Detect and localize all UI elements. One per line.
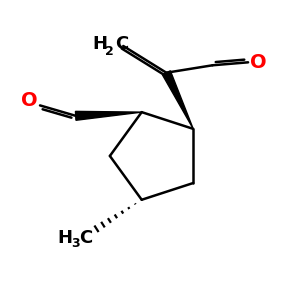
Text: O: O — [250, 53, 267, 72]
Text: 3: 3 — [71, 237, 80, 250]
Text: H: H — [92, 35, 107, 53]
Polygon shape — [162, 71, 193, 129]
Text: H: H — [58, 229, 73, 247]
Text: 2: 2 — [106, 45, 114, 58]
Polygon shape — [75, 111, 142, 120]
Text: C: C — [115, 35, 128, 53]
Text: C: C — [80, 229, 93, 247]
Text: O: O — [21, 92, 38, 110]
